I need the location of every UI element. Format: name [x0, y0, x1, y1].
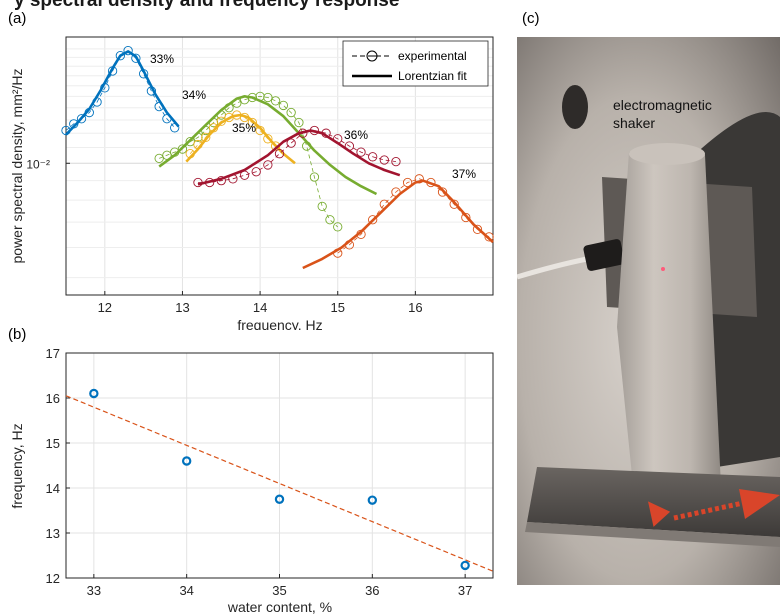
sensor-cable — [517, 256, 588, 280]
series-37%-point — [484, 232, 494, 242]
series-34%-point — [278, 100, 289, 111]
shaker-caption: electromagnetic shaker — [613, 97, 712, 131]
legend-fit-label: Lorentzian fit — [398, 69, 467, 83]
series-33%-fit-line — [65, 50, 180, 136]
freq-x-tick-label: 33 — [87, 583, 101, 598]
series-35%-fit-line — [185, 113, 296, 165]
data-point — [460, 560, 470, 571]
series-33%-point — [131, 53, 141, 63]
data-point — [274, 494, 285, 504]
arrow-shaft — [673, 500, 744, 521]
legend-experimental-marker — [366, 50, 378, 62]
trend-line — [65, 395, 494, 572]
psd-legend: experimental Lorentzian fit — [342, 40, 489, 87]
series-36%-point — [391, 156, 401, 167]
series-36%-point — [379, 155, 389, 165]
freq-y-tick-label: 12 — [46, 571, 60, 586]
data-point — [181, 456, 192, 466]
psd-x-tick-label: 16 — [408, 300, 422, 315]
freq-y-tick-label: 13 — [46, 526, 60, 541]
panel-c-label: (c) — [522, 10, 540, 27]
freq-y-axis-label: frequency, Hz — [9, 423, 25, 508]
series-34%-point — [333, 222, 343, 232]
clay-cylinder — [617, 145, 722, 515]
series-34%-point — [317, 201, 327, 212]
series-34%-point — [177, 144, 188, 154]
series-34%-point — [154, 153, 164, 164]
freq-y-tick-label: 17 — [46, 346, 60, 361]
series-37%-point — [461, 212, 471, 223]
series-36%-experimental-line — [198, 130, 397, 183]
series-37%-point — [368, 215, 378, 225]
psd-x-axis-label: frequency, Hz — [237, 317, 322, 330]
shaker-photo-svg — [517, 37, 780, 585]
series-34%-point — [270, 96, 281, 106]
series-37%-point — [414, 174, 424, 184]
plate-edge — [525, 522, 780, 547]
freq-y-tick-label: 14 — [46, 481, 60, 496]
psd-chart: 12 13 14 15 16 10⁻² frequency, Hz power spec… — [9, 36, 494, 330]
series-37%-experimental-line — [337, 178, 490, 254]
series-35%-point — [263, 134, 273, 144]
series-33%-point — [123, 45, 133, 56]
psd-x-tick-label: 12 — [98, 300, 112, 315]
psd-y-axis-label: power spectral density, mm²/Hz — [9, 68, 25, 263]
arrow-right-head — [739, 489, 780, 519]
psd-x-tick-label: 13 — [175, 300, 189, 315]
series-37%-point — [472, 224, 483, 234]
figure-header-text: y spectral density and frequency respons… — [14, 0, 399, 10]
series-34%-point — [294, 117, 304, 128]
cylinder-top — [629, 143, 705, 165]
series-37%-point — [437, 187, 448, 197]
freq-x-tick-label: 35 — [272, 583, 286, 598]
series-33%-point — [76, 114, 87, 124]
freq-x-tick-label: 36 — [365, 583, 379, 598]
freq-x-axis-label: water content, % — [227, 599, 332, 614]
series-label-36: 36% — [344, 128, 368, 142]
series-label-34: 34% — [182, 88, 206, 102]
psd-y-tick-label: 10⁻² — [26, 157, 50, 171]
arrow-left-head — [648, 501, 671, 527]
sensor-head — [583, 239, 625, 271]
freq-y-tick-label: 16 — [46, 391, 60, 406]
series-34%-point — [263, 92, 273, 103]
psd-x-tick-label: 14 — [253, 300, 267, 315]
series-34%-fit-line — [158, 95, 378, 196]
series-34%-experimental-line — [159, 95, 338, 228]
series-label-33: 33% — [150, 52, 174, 66]
freq-y-tick-label: 15 — [46, 436, 60, 451]
series-36%-point — [356, 147, 366, 157]
series-36%-fit-line — [197, 129, 401, 186]
series-37%-fit-line — [302, 179, 494, 270]
laser-dot — [661, 267, 665, 271]
freq-x-tick-label: 37 — [458, 583, 472, 598]
series-36%-point — [368, 152, 378, 162]
data-point — [367, 495, 378, 505]
series-35%-point — [247, 117, 257, 128]
legend-box — [342, 40, 489, 87]
series-37%-point — [449, 199, 459, 209]
series-34%-point — [286, 107, 296, 118]
series-36%-point — [263, 160, 273, 170]
series-label-37: 37% — [452, 167, 476, 181]
freq-x-tick-label: 34 — [179, 583, 193, 598]
panel-a-label: (a) — [8, 10, 27, 27]
series-34%-point — [309, 172, 320, 182]
series-36%-point — [251, 167, 261, 177]
panel-b-label: (b) — [8, 326, 27, 343]
series-35%-point — [201, 132, 211, 143]
shaker-hole — [562, 85, 588, 129]
header-strip: y spectral density and frequency respons… — [0, 0, 780, 10]
psd-x-tick-label: 15 — [330, 300, 344, 315]
shaker-photo: electromagnetic shaker — [517, 37, 780, 585]
base-plate — [527, 467, 780, 537]
series-label-35: 35% — [232, 121, 256, 135]
series-34%-point — [325, 215, 335, 225]
series-33%-point — [115, 51, 125, 61]
legend-experimental-label: experimental — [398, 49, 467, 63]
series-36%-point — [274, 149, 285, 159]
data-point — [89, 388, 99, 399]
